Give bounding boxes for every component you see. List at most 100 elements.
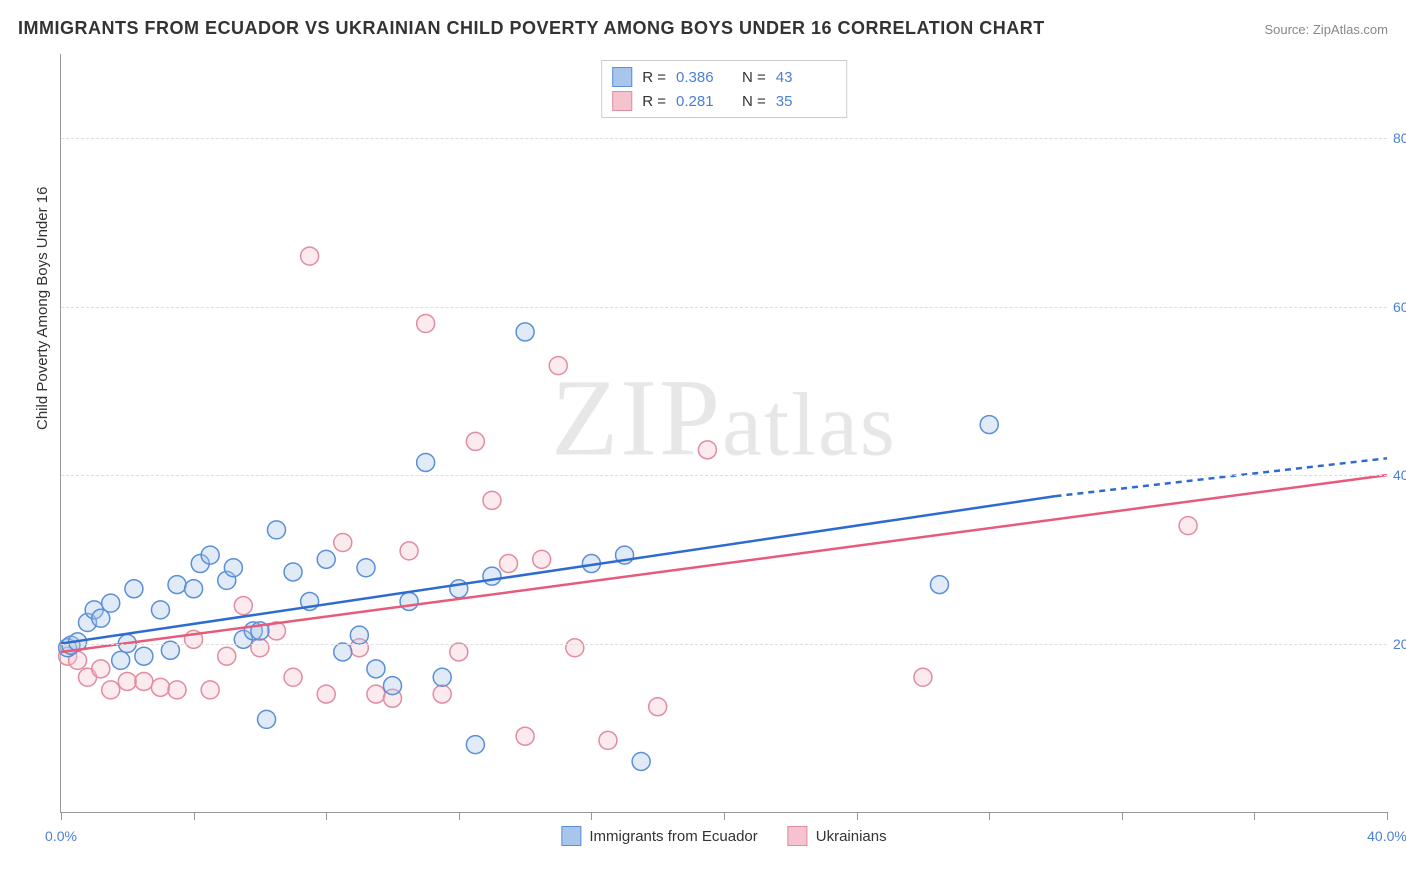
data-point — [566, 639, 584, 657]
correlation-legend: R = 0.386 N = 43 R = 0.281 N = 35 — [601, 60, 847, 118]
legend-swatch — [788, 826, 808, 846]
x-tick-label: 40.0% — [1367, 828, 1406, 844]
data-point — [135, 647, 153, 665]
data-point — [980, 416, 998, 434]
data-point — [483, 491, 501, 509]
r-value: 0.386 — [676, 69, 732, 86]
data-point — [118, 672, 136, 690]
x-tick — [724, 812, 725, 820]
chart-header: IMMIGRANTS FROM ECUADOR VS UKRAINIAN CHI… — [18, 18, 1388, 39]
legend-row: R = 0.281 N = 35 — [612, 89, 832, 113]
data-point — [317, 550, 335, 568]
data-point — [92, 660, 110, 678]
data-point — [433, 685, 451, 703]
data-point — [267, 521, 285, 539]
data-point — [224, 559, 242, 577]
y-tick-label: 60.0% — [1393, 299, 1406, 315]
data-point — [466, 432, 484, 450]
x-tick — [326, 812, 327, 820]
source-attribution: Source: ZipAtlas.com — [1264, 22, 1388, 37]
data-point — [112, 651, 130, 669]
data-point — [466, 736, 484, 754]
n-label: N = — [742, 69, 766, 86]
data-point — [334, 643, 352, 661]
legend-swatch — [612, 91, 632, 111]
data-point — [367, 685, 385, 703]
data-point — [549, 357, 567, 375]
data-point — [1179, 517, 1197, 535]
x-tick-label: 0.0% — [45, 828, 77, 844]
x-tick — [194, 812, 195, 820]
trend-line — [61, 475, 1387, 652]
data-point — [251, 639, 269, 657]
r-value: 0.281 — [676, 93, 732, 110]
x-tick — [1122, 812, 1123, 820]
source-name: ZipAtlas.com — [1313, 22, 1388, 37]
data-point — [284, 668, 302, 686]
data-point — [930, 576, 948, 594]
data-point — [151, 678, 169, 696]
data-point — [914, 668, 932, 686]
data-point — [334, 533, 352, 551]
data-point — [533, 550, 551, 568]
legend-swatch — [612, 67, 632, 87]
legend-swatch — [561, 826, 581, 846]
n-value: 35 — [776, 93, 832, 110]
series-name: Ukrainians — [816, 828, 887, 845]
x-tick — [591, 812, 592, 820]
gridline — [61, 475, 1387, 476]
series-legend-item: Immigrants from Ecuador — [561, 826, 757, 846]
data-point — [483, 567, 501, 585]
x-tick — [459, 812, 460, 820]
data-point — [400, 542, 418, 560]
data-point — [357, 559, 375, 577]
gridline — [61, 307, 1387, 308]
data-point — [500, 555, 518, 573]
data-point — [450, 643, 468, 661]
data-point — [400, 592, 418, 610]
gridline — [61, 644, 1387, 645]
data-point — [698, 441, 716, 459]
data-point — [367, 660, 385, 678]
source-prefix: Source: — [1264, 22, 1312, 37]
n-value: 43 — [776, 69, 832, 86]
data-point — [135, 672, 153, 690]
y-tick-label: 80.0% — [1393, 130, 1406, 146]
series-legend-item: Ukrainians — [788, 826, 887, 846]
gridline — [61, 138, 1387, 139]
data-point — [234, 597, 252, 615]
data-point — [201, 681, 219, 699]
y-tick-label: 20.0% — [1393, 636, 1406, 652]
data-point — [632, 752, 650, 770]
data-point — [649, 698, 667, 716]
x-tick — [61, 812, 62, 820]
chart-title: IMMIGRANTS FROM ECUADOR VS UKRAINIAN CHI… — [18, 18, 1045, 39]
trend-line — [61, 496, 1056, 643]
x-tick — [857, 812, 858, 820]
legend-row: R =0.386N =43 — [612, 65, 832, 89]
n-label: N = — [742, 93, 766, 110]
data-point — [168, 681, 186, 699]
x-tick — [1387, 812, 1388, 820]
data-point — [201, 546, 219, 564]
data-point — [151, 601, 169, 619]
trend-line-extrap — [1056, 458, 1388, 496]
data-point — [433, 668, 451, 686]
data-point — [516, 323, 534, 341]
data-point — [284, 563, 302, 581]
series-name: Immigrants from Ecuador — [589, 828, 757, 845]
data-point — [516, 727, 534, 745]
y-tick-label: 40.0% — [1393, 467, 1406, 483]
data-point — [102, 681, 120, 699]
data-point — [350, 626, 368, 644]
data-point — [168, 576, 186, 594]
x-tick — [1254, 812, 1255, 820]
data-point — [185, 580, 203, 598]
x-tick — [989, 812, 990, 820]
chart-svg — [61, 54, 1387, 812]
data-point — [102, 594, 120, 612]
data-point — [317, 685, 335, 703]
y-axis-title: Child Poverty Among Boys Under 16 — [34, 187, 51, 430]
data-point — [125, 580, 143, 598]
r-label: R = — [642, 93, 666, 110]
